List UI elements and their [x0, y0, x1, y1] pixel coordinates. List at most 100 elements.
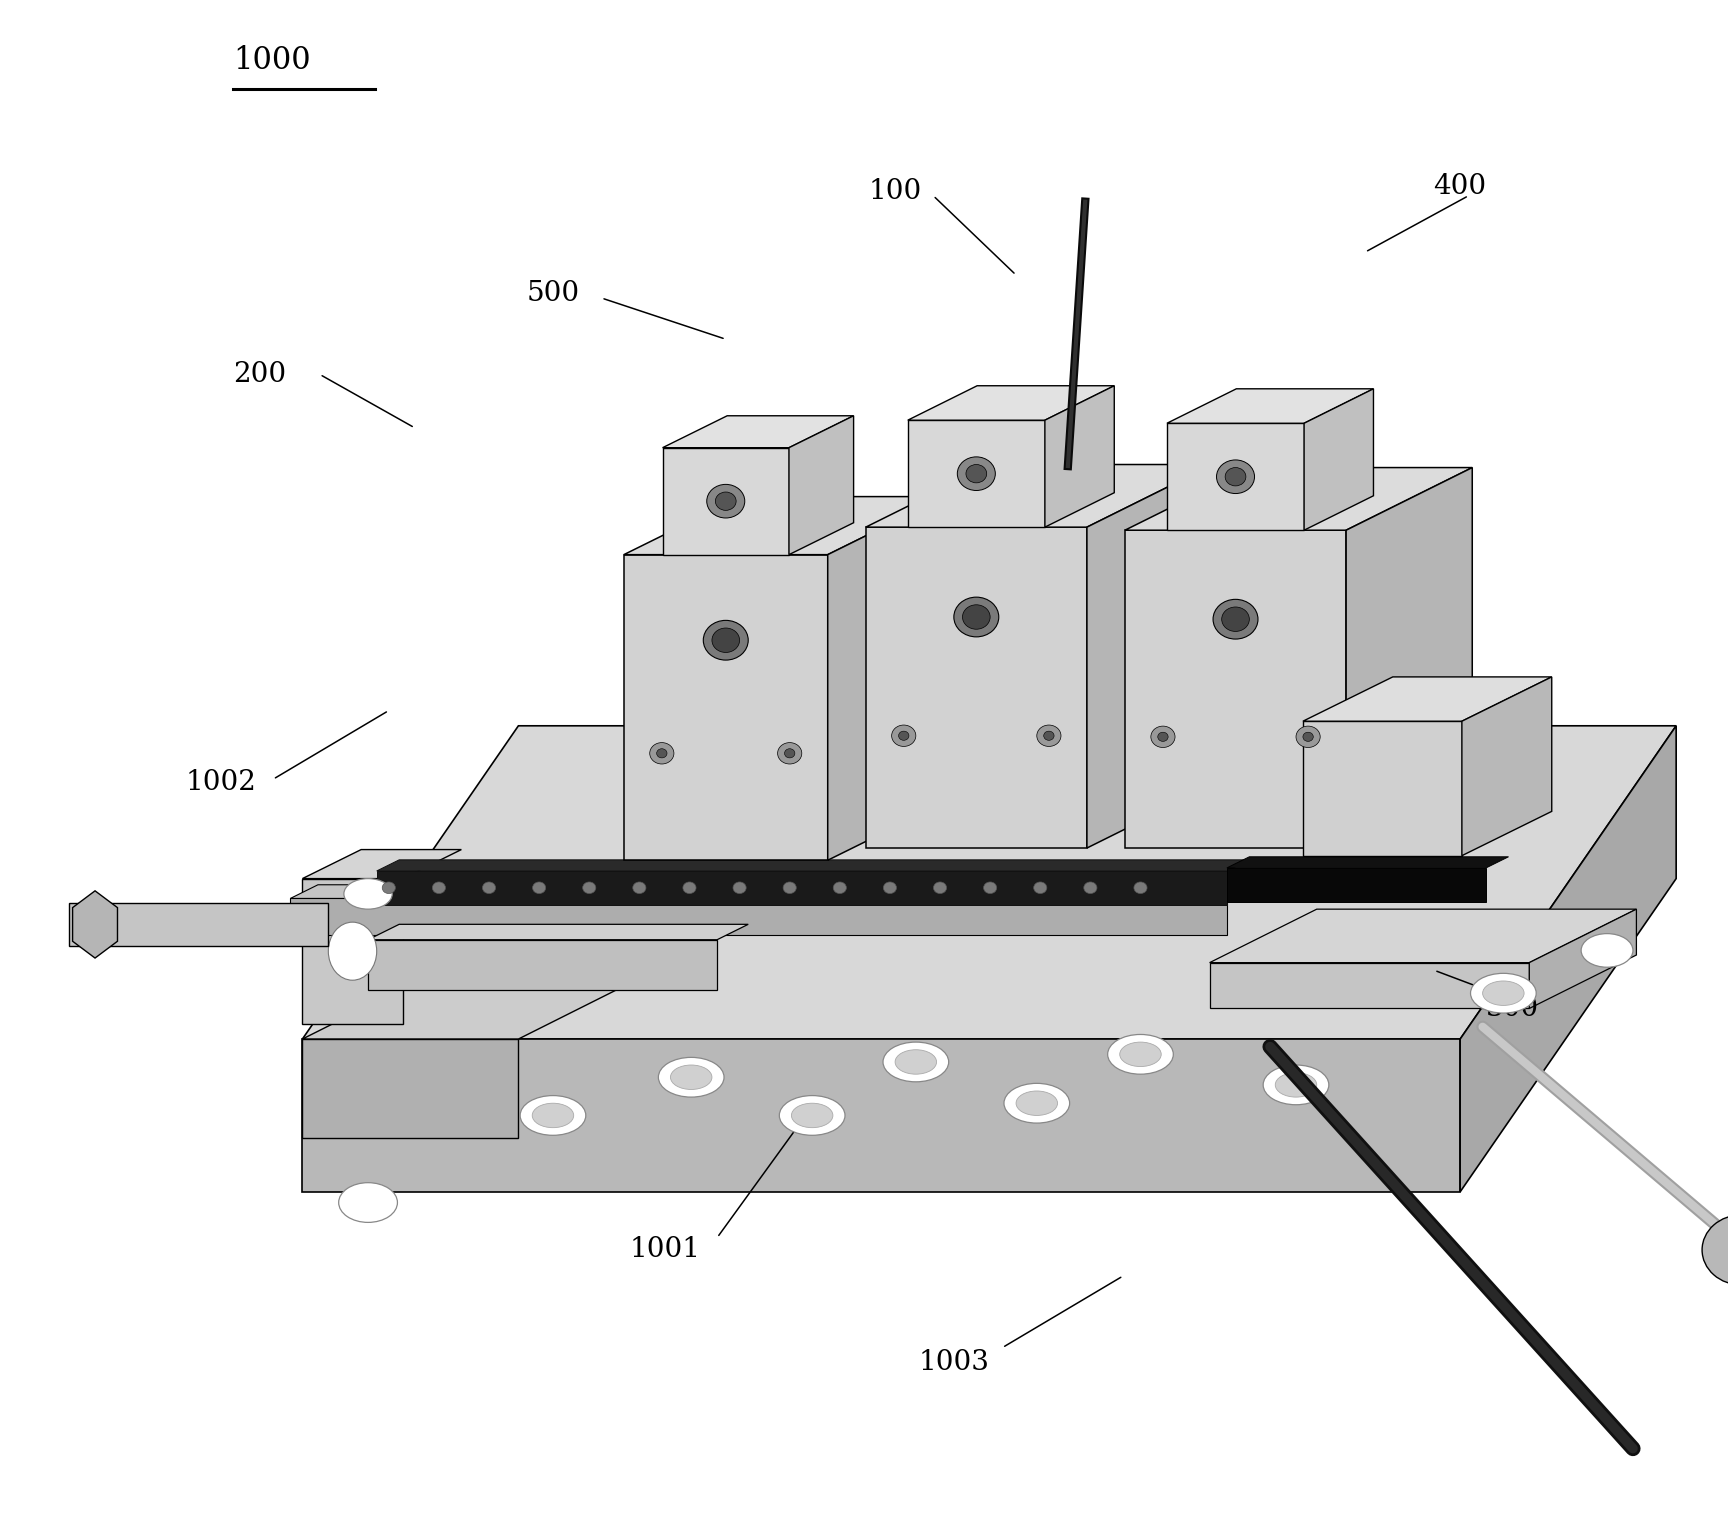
Polygon shape — [290, 898, 1227, 935]
Circle shape — [785, 749, 795, 758]
Ellipse shape — [520, 1096, 586, 1135]
Circle shape — [482, 882, 496, 894]
Circle shape — [1151, 726, 1175, 747]
Polygon shape — [1462, 677, 1552, 856]
Circle shape — [432, 882, 446, 894]
Polygon shape — [302, 879, 403, 1024]
Ellipse shape — [791, 1103, 833, 1128]
Circle shape — [1225, 468, 1246, 486]
Circle shape — [1158, 732, 1168, 741]
Polygon shape — [302, 987, 622, 1039]
Circle shape — [1213, 599, 1258, 639]
Circle shape — [892, 726, 916, 747]
Ellipse shape — [779, 1096, 845, 1135]
Circle shape — [983, 882, 997, 894]
Ellipse shape — [1581, 934, 1633, 967]
Circle shape — [715, 492, 736, 510]
Circle shape — [707, 484, 745, 518]
Polygon shape — [790, 416, 854, 555]
Circle shape — [632, 882, 646, 894]
Polygon shape — [1529, 909, 1636, 1008]
Polygon shape — [1460, 726, 1676, 1192]
Ellipse shape — [658, 1057, 724, 1097]
Polygon shape — [1045, 385, 1115, 527]
Ellipse shape — [1016, 1091, 1058, 1115]
Circle shape — [957, 457, 995, 490]
Circle shape — [657, 749, 667, 758]
Ellipse shape — [344, 879, 392, 909]
Polygon shape — [1166, 423, 1305, 530]
Circle shape — [1044, 732, 1054, 741]
Polygon shape — [662, 448, 790, 555]
Polygon shape — [377, 871, 1227, 905]
Polygon shape — [368, 940, 717, 990]
Text: 200: 200 — [233, 361, 285, 388]
Circle shape — [1222, 607, 1249, 631]
Polygon shape — [1210, 963, 1529, 1008]
Polygon shape — [1305, 388, 1374, 530]
Polygon shape — [1303, 721, 1462, 856]
Polygon shape — [302, 1039, 1460, 1192]
Polygon shape — [662, 416, 854, 448]
Text: 1003: 1003 — [918, 1349, 990, 1377]
Circle shape — [1217, 460, 1255, 494]
Circle shape — [954, 597, 999, 637]
Ellipse shape — [895, 1050, 937, 1074]
Circle shape — [1303, 732, 1313, 741]
Ellipse shape — [883, 1042, 949, 1082]
Text: 400: 400 — [1434, 173, 1486, 200]
Circle shape — [899, 732, 909, 741]
Text: 300: 300 — [1486, 995, 1538, 1022]
Polygon shape — [907, 385, 1115, 420]
Circle shape — [703, 620, 748, 660]
Polygon shape — [1166, 388, 1374, 423]
Polygon shape — [302, 1039, 518, 1138]
Polygon shape — [1087, 465, 1213, 848]
Circle shape — [962, 605, 990, 630]
Polygon shape — [866, 465, 1213, 527]
Circle shape — [933, 882, 947, 894]
Text: 100: 100 — [869, 177, 921, 205]
Ellipse shape — [1263, 1065, 1329, 1105]
Circle shape — [712, 628, 740, 652]
Polygon shape — [1227, 868, 1486, 902]
Ellipse shape — [1004, 1083, 1070, 1123]
Circle shape — [1702, 1215, 1728, 1285]
Circle shape — [582, 882, 596, 894]
Circle shape — [833, 882, 847, 894]
Polygon shape — [866, 527, 1087, 848]
Polygon shape — [1346, 468, 1472, 848]
Ellipse shape — [670, 1065, 712, 1089]
Polygon shape — [302, 850, 461, 879]
Polygon shape — [368, 924, 748, 940]
Text: 1000: 1000 — [233, 46, 311, 76]
Ellipse shape — [1471, 973, 1536, 1013]
Polygon shape — [290, 885, 1255, 898]
Polygon shape — [828, 497, 945, 860]
Circle shape — [1037, 726, 1061, 747]
Circle shape — [650, 743, 674, 764]
Ellipse shape — [339, 1183, 397, 1222]
Ellipse shape — [1120, 1042, 1161, 1067]
Text: 500: 500 — [527, 280, 579, 307]
Ellipse shape — [1108, 1034, 1173, 1074]
Circle shape — [1083, 882, 1097, 894]
Text: 1001: 1001 — [629, 1236, 702, 1264]
Ellipse shape — [328, 921, 377, 981]
Polygon shape — [69, 903, 328, 946]
Polygon shape — [1210, 909, 1636, 963]
Ellipse shape — [1275, 1073, 1317, 1097]
Circle shape — [733, 882, 746, 894]
Circle shape — [382, 882, 396, 894]
Polygon shape — [907, 420, 1045, 527]
Polygon shape — [624, 497, 945, 555]
Ellipse shape — [1483, 981, 1524, 1005]
Circle shape — [1033, 882, 1047, 894]
Polygon shape — [1125, 530, 1346, 848]
Circle shape — [532, 882, 546, 894]
Text: 1002: 1002 — [185, 769, 257, 796]
Polygon shape — [1125, 468, 1472, 530]
Circle shape — [1296, 726, 1320, 747]
Circle shape — [783, 882, 797, 894]
Circle shape — [966, 465, 987, 483]
